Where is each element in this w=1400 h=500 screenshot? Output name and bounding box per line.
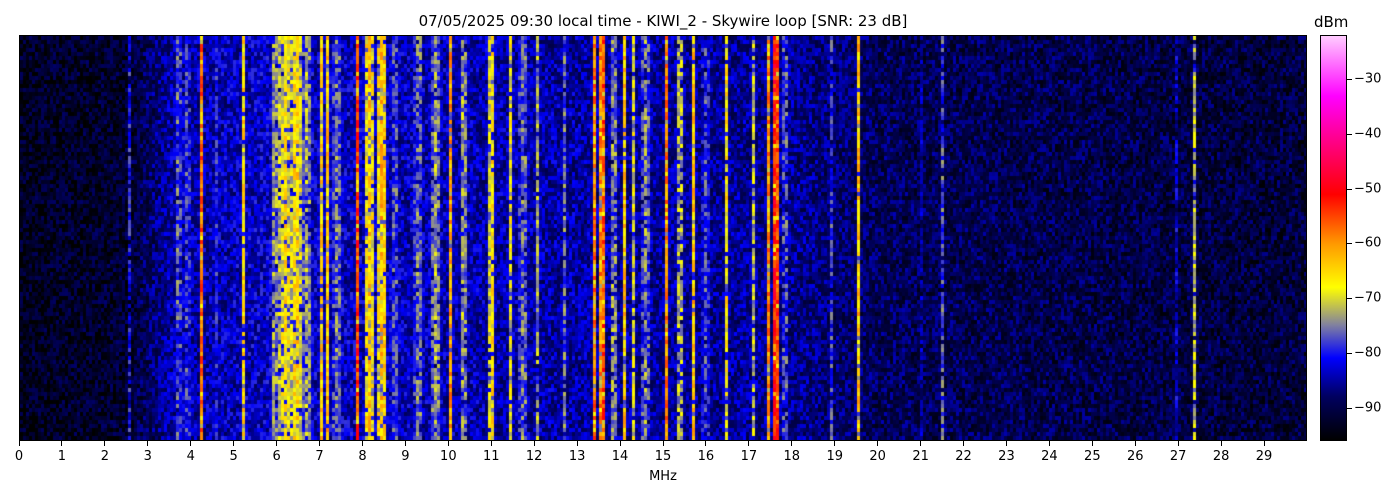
x-tick-label: 20 <box>869 449 886 464</box>
x-tick-label: 4 <box>186 449 195 464</box>
x-tick-label: 19 <box>826 449 843 464</box>
x-tick-label: 26 <box>1126 449 1144 464</box>
colorbar-tick-label: −60 <box>1354 235 1382 251</box>
waterfall-heatmap <box>20 36 1306 440</box>
colorbar-tick-mark <box>1347 188 1352 190</box>
x-tick-mark <box>1048 441 1050 446</box>
x-tick-mark <box>1263 441 1265 446</box>
x-tick-label: 11 <box>482 449 500 464</box>
colorbar-tick-label: −40 <box>1354 126 1382 142</box>
x-axis-label: MHz <box>649 469 677 484</box>
x-tick-label: 12 <box>525 449 543 464</box>
x-tick-label: 27 <box>1169 449 1187 464</box>
x-tick-mark <box>447 441 449 446</box>
x-tick-mark <box>1177 441 1179 446</box>
x-tick-label: 1 <box>57 449 67 464</box>
x-tick-mark <box>920 441 922 446</box>
colorbar-tick-label: −90 <box>1354 400 1382 416</box>
colorbar-tick-label: −30 <box>1354 71 1382 87</box>
colorbar-tick-label: −80 <box>1354 345 1382 361</box>
x-tick-label: 16 <box>697 449 715 464</box>
x-tick-label: 8 <box>358 449 367 464</box>
x-tick-label: 6 <box>272 449 281 464</box>
x-tick-label: 21 <box>912 449 929 464</box>
x-tick-label: 29 <box>1255 449 1273 464</box>
colorbar-tick-mark <box>1347 78 1352 80</box>
x-tick-label: 18 <box>783 449 801 464</box>
colorbar <box>1320 35 1347 441</box>
waterfall-plot-area <box>19 35 1307 441</box>
x-tick-mark <box>834 441 836 446</box>
x-tick-mark <box>963 441 965 446</box>
colorbar-tick-label: −70 <box>1354 290 1382 306</box>
x-tick-mark <box>877 441 879 446</box>
x-tick-mark <box>1091 441 1093 446</box>
x-tick-label: 0 <box>14 449 24 464</box>
x-tick-mark <box>276 441 278 446</box>
x-tick-label: 5 <box>229 449 238 464</box>
x-tick-mark <box>662 441 664 446</box>
x-tick-mark <box>319 441 321 446</box>
x-tick-mark <box>1134 441 1136 446</box>
x-tick-mark <box>1220 441 1222 446</box>
x-tick-label: 23 <box>998 449 1015 464</box>
x-tick-mark <box>404 441 406 446</box>
x-tick-label: 28 <box>1212 449 1230 464</box>
colorbar-tick-mark <box>1347 243 1352 245</box>
colorbar-tick-mark <box>1347 133 1352 135</box>
x-tick-mark <box>533 441 535 446</box>
colorbar-label: dBm <box>1314 13 1349 31</box>
x-tick-mark <box>791 441 793 446</box>
x-tick-mark <box>18 441 20 446</box>
x-tick-mark <box>1005 441 1007 446</box>
x-tick-label: 25 <box>1084 449 1101 464</box>
x-tick-label: 15 <box>654 449 672 464</box>
x-tick-mark <box>104 441 106 446</box>
x-tick-label: 24 <box>1041 449 1058 464</box>
chart-title: 07/05/2025 09:30 local time - KIWI_2 - S… <box>418 12 908 30</box>
x-tick-label: 13 <box>568 449 586 464</box>
x-tick-label: 2 <box>100 449 109 464</box>
x-tick-mark <box>190 441 192 446</box>
colorbar-tick-label: −50 <box>1354 181 1382 197</box>
x-tick-label: 14 <box>611 449 629 464</box>
x-tick-mark <box>619 441 621 446</box>
colorbar-tick-mark <box>1347 298 1352 300</box>
x-tick-mark <box>748 441 750 446</box>
colorbar-tick-mark <box>1347 408 1352 410</box>
x-tick-label: 17 <box>740 449 758 464</box>
x-tick-label: 9 <box>401 449 410 464</box>
x-tick-label: 7 <box>315 449 324 464</box>
x-tick-label: 3 <box>143 449 152 464</box>
x-tick-mark <box>361 441 363 446</box>
x-tick-mark <box>705 441 707 446</box>
x-tick-mark <box>233 441 235 446</box>
x-tick-label: 10 <box>440 449 457 464</box>
colorbar-tick-mark <box>1347 353 1352 355</box>
x-tick-mark <box>61 441 63 446</box>
x-tick-label: 22 <box>955 449 972 464</box>
x-tick-mark <box>576 441 578 446</box>
x-tick-mark <box>147 441 149 446</box>
x-tick-mark <box>490 441 492 446</box>
